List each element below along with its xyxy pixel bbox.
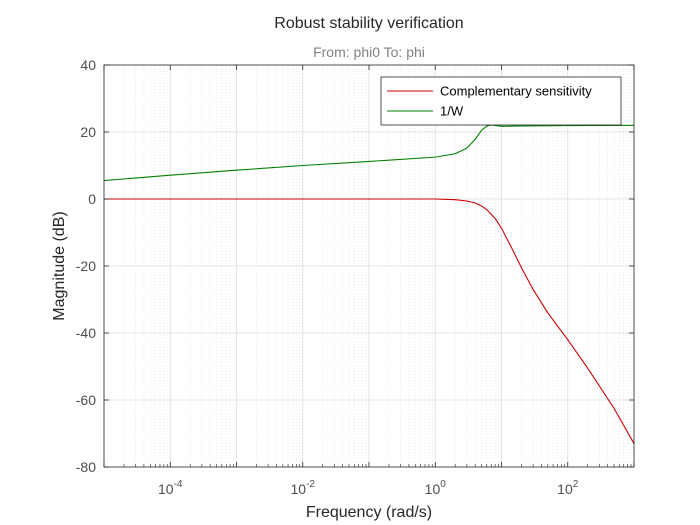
series-line-complementary-sensitivity <box>104 198 634 444</box>
legend-box <box>380 76 622 126</box>
chart-subtitle: From: phi0 To: phi <box>313 44 425 60</box>
series-layer <box>104 124 634 444</box>
y-tick-label: -80 <box>76 459 96 475</box>
x-axis-label: Frequency (rad/s) <box>306 504 432 521</box>
legend-label-inverse-weight: 1/W <box>440 104 464 119</box>
series-line-inverse-weight <box>104 124 634 182</box>
y-tick-label: -60 <box>76 392 96 408</box>
legend: Complementary sensitivity 1/W <box>380 76 622 126</box>
x-tick-label: 100 <box>425 479 447 497</box>
y-axis-label: Magnitude (dB) <box>51 211 68 320</box>
y-tick-label: -40 <box>76 325 96 341</box>
x-tick-label: 10-4 <box>158 479 183 497</box>
tick-layer: -80 -60 -40 -20 0 20 40 10-4 10-2 100 102 <box>76 57 635 497</box>
x-tick-label: 102 <box>557 479 579 497</box>
y-tick-label: 0 <box>88 191 96 207</box>
y-tick-label: -20 <box>76 258 96 274</box>
chart-title: Robust stability verification <box>274 15 463 32</box>
legend-label-complementary-sensitivity: Complementary sensitivity <box>440 84 592 99</box>
y-tick-label: 20 <box>80 124 96 140</box>
x-tick-label: 10-2 <box>291 479 316 497</box>
y-tick-label: 40 <box>80 57 96 73</box>
grid-layer <box>103 64 635 468</box>
